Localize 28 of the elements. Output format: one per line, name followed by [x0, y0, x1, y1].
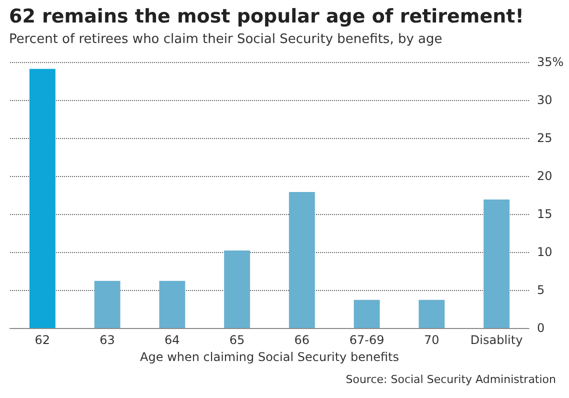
- y-tick-label: 15: [537, 207, 552, 221]
- bar: [484, 200, 510, 328]
- x-tick-label: 62: [34, 333, 50, 347]
- bar: [29, 68, 56, 328]
- chart-subtitle: Percent of retirees who claim their Social Security benefits, by age: [9, 32, 442, 47]
- x-tick-label: 64: [164, 333, 180, 347]
- source-note: Source: Social Security Administration: [346, 373, 556, 386]
- y-tick-label: 0: [537, 321, 545, 335]
- y-tick-label: 30: [537, 93, 552, 107]
- x-tick-label: 63: [100, 333, 115, 347]
- x-tick-label: 66: [294, 333, 310, 347]
- x-tick-label: Disablity: [470, 333, 523, 347]
- bar: [94, 280, 120, 328]
- bar: [224, 250, 250, 328]
- bar: [418, 300, 445, 328]
- bar: [288, 192, 315, 328]
- y-tick-label: 25: [537, 131, 552, 145]
- y-tick-label: 5: [537, 283, 545, 297]
- x-tick-label: 65: [229, 333, 245, 347]
- y-tick-label: 20: [537, 169, 552, 183]
- bar: [159, 280, 186, 328]
- x-tick-label: 67-69: [349, 333, 384, 347]
- chart-title: 62 remains the most popular age of retirement!: [9, 6, 524, 28]
- y-tick-label: 35%: [537, 55, 564, 69]
- x-axis-title: Age when claiming Social Security benefits: [140, 350, 399, 364]
- bar: [354, 300, 380, 328]
- x-tick-label: 70: [424, 333, 440, 347]
- y-tick-label: 10: [537, 245, 552, 259]
